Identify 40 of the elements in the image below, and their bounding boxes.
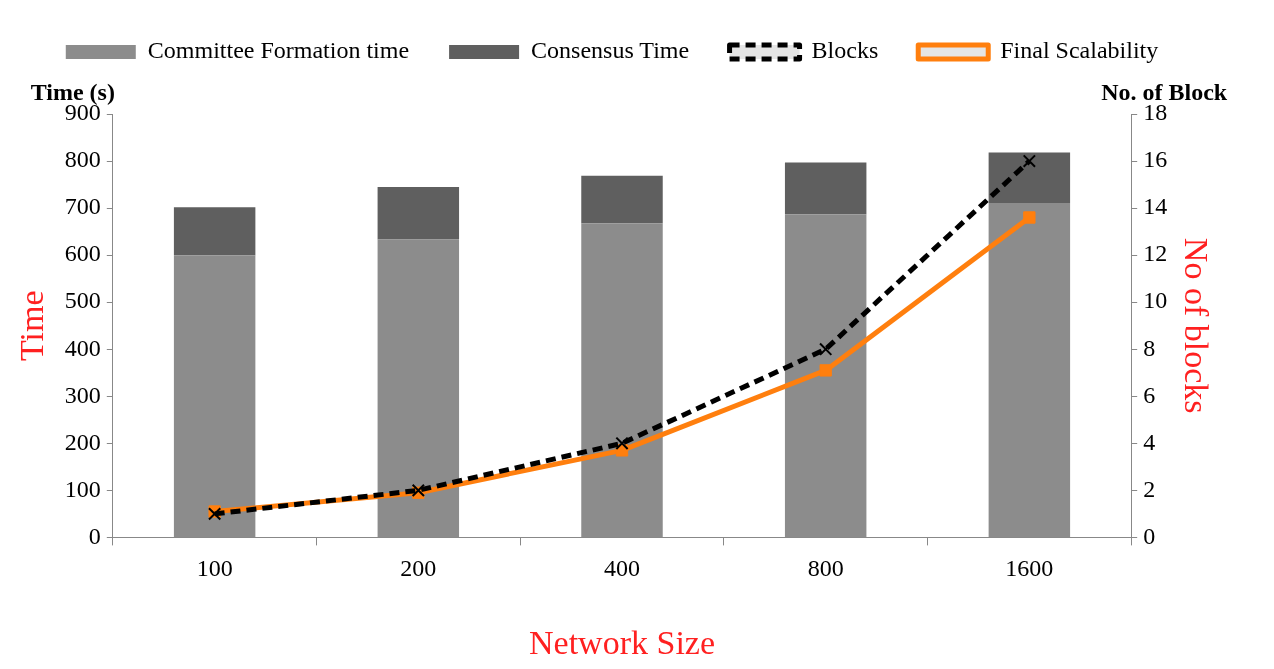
y-tick-label: 600 — [64, 240, 101, 267]
point — [1023, 211, 1036, 224]
x-tick-label: 1600 — [1005, 555, 1054, 582]
y-tick-label: 100 — [64, 475, 101, 502]
y2-tick-label: 4 — [1143, 428, 1156, 455]
y2-tick-label: 8 — [1143, 334, 1156, 361]
legend-label: Final Scalability — [1000, 37, 1159, 64]
y2-tick-label: 2 — [1143, 475, 1156, 502]
point — [819, 342, 833, 356]
x-axis-title: Network Size — [528, 623, 716, 661]
y-tick-label: 700 — [64, 193, 101, 220]
y2-tick-label: 0 — [1143, 522, 1156, 549]
y-tick-label: 300 — [64, 381, 101, 408]
y2-tick-label: 6 — [1143, 381, 1156, 408]
y2-axis-title: No of blocks — [1177, 237, 1215, 414]
legend-label: Committee Formation time — [147, 37, 410, 64]
y2-tick-label: 10 — [1143, 287, 1168, 314]
x-tick-label: 800 — [807, 555, 844, 582]
point — [1022, 154, 1037, 168]
bar — [581, 175, 663, 224]
y-axis-title: Time — [13, 290, 51, 361]
y-tick-label: 800 — [64, 146, 101, 173]
x-tick-label: 100 — [196, 555, 233, 582]
legend-label: Consensus Time — [531, 37, 690, 64]
legend-label: Blocks — [811, 37, 879, 64]
bar — [988, 152, 1071, 203]
bar — [173, 207, 256, 256]
x-tick-label: 200 — [400, 555, 437, 582]
bar — [784, 162, 867, 215]
y2-tick-label: 12 — [1143, 240, 1168, 267]
point — [819, 364, 832, 377]
y-tick-label: 200 — [64, 428, 101, 455]
y2-tick-label: 16 — [1143, 146, 1168, 173]
y2-tick-label: 14 — [1143, 193, 1168, 220]
point — [615, 436, 629, 450]
y-tick-label: 0 — [88, 522, 101, 549]
bar — [377, 186, 460, 240]
x-tick-label: 400 — [604, 555, 640, 582]
y-tick-label: 500 — [64, 287, 101, 314]
y-tick-label: 400 — [64, 334, 101, 361]
